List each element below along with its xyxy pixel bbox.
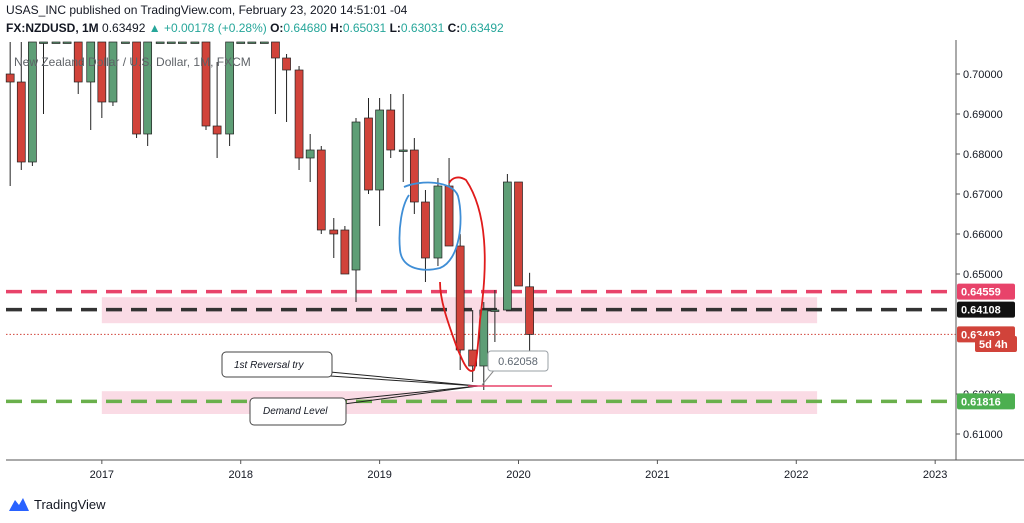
price-label-box [975,336,1017,352]
publish-info: USAS_INC published on TradingView.com, F… [6,3,408,17]
y-tick-label: 0.65000 [963,269,1003,281]
candle-body [503,181,512,311]
candle-body [73,41,83,83]
candle-body [351,121,361,271]
last-price: 0.63492 [102,21,146,35]
price-axis[interactable]: 0.70000 0.69000 0.68000 0.67000 0.66000 0.650… [956,69,1003,441]
tradingview-logo-icon [9,498,29,511]
candle-body [386,109,396,151]
candle-body [294,69,304,159]
candle-body [247,41,257,44]
candle-body [212,125,222,135]
demand-label: Demand Level [263,406,328,417]
candle-body [132,41,141,135]
reversal-label: 1st Reversal try [234,360,304,371]
open-value: 0.64680 [283,21,327,35]
y-tick-label: 0.70000 [963,69,1003,81]
candle-body [86,41,96,83]
price-change: +0.00178 (+0.28%) [163,21,267,35]
red-hand-outline [439,176,486,372]
candle-body [455,245,465,351]
candle-body [178,41,187,44]
candle-body [28,41,37,163]
candle-body [525,286,534,335]
candle-body [51,41,61,44]
candle-body [236,41,246,44]
open-label: O: [270,21,284,35]
candle-body [421,201,430,259]
blue-hand-circle [398,181,462,271]
candlesticks [5,41,534,390]
candle-body [201,41,211,127]
candle-body [398,149,408,152]
time-axis[interactable]: 2017 2018 2019 2020 2021 2022 2023 [90,460,948,481]
x-tick-label: 2018 [228,469,252,481]
close-label: C: [447,21,461,35]
candle-body [166,41,176,44]
up-arrow-icon: ▲ [148,21,161,35]
candle-body [479,309,489,367]
candle-body [375,109,384,191]
y-tick-label: 0.61000 [963,429,1003,441]
candle-body [108,41,118,103]
x-tick-label: 2017 [90,469,114,481]
low-value: 0.63031 [400,21,445,35]
candle-body [490,309,500,312]
candle-body [190,41,200,44]
x-tick-label: 2023 [923,469,947,481]
price-label-box [957,283,1015,300]
price-label-text: 0.61816 [961,396,1001,408]
brand-name: TradingView [34,496,106,512]
symbol[interactable]: FX:NZDUSD, 1M [6,21,99,35]
candle-body [225,41,234,135]
candle-body [514,181,523,287]
candle-body [433,185,443,259]
candle-body [62,41,72,44]
candle-body [259,41,269,44]
low-price-label: 0.62058 [498,356,538,368]
candle-body [39,41,48,44]
y-tick-label: 0.67000 [963,189,1003,201]
high-value: 0.65031 [342,21,387,35]
candle-body [155,41,165,44]
candle-body [282,57,291,71]
reversal-callout: 1st Reversal try [221,351,479,387]
price-label-box [957,301,1015,318]
watermark: New Zealand Dollar / U.S. Dollar, 1M, FX… [14,55,251,69]
candle-body [316,149,326,231]
candle-body [16,81,26,163]
price-label-text: 0.64108 [961,305,1001,317]
candle-body [143,41,153,135]
x-tick-label: 2019 [367,469,391,481]
low-price-callout: 0.62058 [481,350,549,386]
ohlc-legend: FX:NZDUSD, 1M 0.63492 ▲ +0.00178 (+0.28%… [6,21,504,35]
candle-body [329,229,339,235]
candle-body [305,149,315,159]
close-value: 0.63492 [460,21,504,35]
y-tick-label: 0.69000 [963,109,1003,121]
candle-body [364,117,373,191]
price-label-box [957,393,1015,410]
candle-body [121,41,130,44]
low-label: L: [389,21,401,35]
footer-brand[interactable]: TradingView [8,496,106,512]
candle-body [409,149,419,203]
candle-body [5,73,15,83]
candle-body [444,185,454,247]
price-label-text: 5d 4h [979,339,1008,351]
x-tick-label: 2020 [506,469,530,481]
y-tick-label: 0.68000 [963,149,1003,161]
x-tick-label: 2022 [784,469,808,481]
price-label-text: 0.64559 [961,287,1001,299]
candle-body [97,41,107,103]
high-label: H: [330,21,343,35]
demand-callout: Demand Level [249,385,479,426]
y-tick-label: 0.66000 [963,229,1003,241]
x-tick-label: 2021 [645,469,669,481]
candle-body [340,229,350,275]
candle-body [271,41,280,59]
